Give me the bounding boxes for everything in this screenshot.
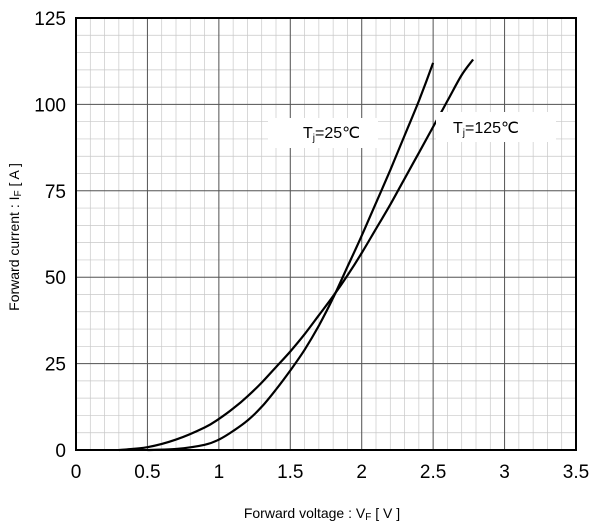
x-tick-label: 2 xyxy=(356,462,367,483)
series-label-tj125-sub: j xyxy=(462,128,465,139)
series-label-tj25-pre: T xyxy=(303,125,313,142)
series-label-tj125-pre: T xyxy=(453,120,463,137)
y-tick-labels: 0 25 50 75 100 125 xyxy=(34,9,66,462)
series-label-tj25-sub: j xyxy=(312,133,315,144)
major-grid xyxy=(75,17,577,451)
series-label-tj125-post: =125℃ xyxy=(465,120,519,137)
y-axis-title-post: [ A ] xyxy=(6,163,22,190)
y-tick-label: 50 xyxy=(45,268,66,289)
series-label-tj125: Tj=125℃ xyxy=(453,120,519,139)
series-label-tj25-post: =25℃ xyxy=(315,125,360,142)
y-axis-title: Forward current : IF [ A ] xyxy=(6,163,24,311)
y-tick-label: 0 xyxy=(55,441,66,462)
y-tick-label: 75 xyxy=(45,182,66,203)
minor-grid xyxy=(76,18,576,450)
series-label-tj25: Tj=25℃ xyxy=(303,125,360,144)
y-tick-label: 125 xyxy=(34,9,66,30)
x-axis-title: Forward voltage : VF [ V ] xyxy=(244,505,400,523)
x-tick-label: 3.5 xyxy=(563,462,589,483)
x-axis-title-post: [ V ] xyxy=(371,505,400,521)
x-axis-title-sub: F xyxy=(365,512,371,523)
x-tick-labels: 0 0.5 1 1.5 2 2.5 3 3.5 xyxy=(71,462,590,483)
y-axis-title-pre: Forward current : I xyxy=(6,196,22,310)
x-tick-label: 0 xyxy=(71,462,82,483)
x-tick-label: 3 xyxy=(499,462,510,483)
series-label-bg-125 xyxy=(436,112,556,142)
series-line-tj125 xyxy=(118,58,474,452)
x-tick-label: 1.5 xyxy=(277,462,303,483)
x-tick-label: 0.5 xyxy=(134,462,160,483)
series-label-bg-25 xyxy=(268,118,378,148)
series-layer xyxy=(118,58,474,452)
y-tick-label: 25 xyxy=(45,355,66,376)
x-tick-label: 2.5 xyxy=(420,462,446,483)
y-tick-label: 100 xyxy=(34,95,66,116)
x-tick-label: 1 xyxy=(214,462,225,483)
series-line-tj25 xyxy=(147,62,435,452)
plot-frame xyxy=(75,17,577,451)
x-axis-title-pre: Forward voltage : V xyxy=(244,505,366,521)
y-axis-title-sub: F xyxy=(13,190,24,196)
